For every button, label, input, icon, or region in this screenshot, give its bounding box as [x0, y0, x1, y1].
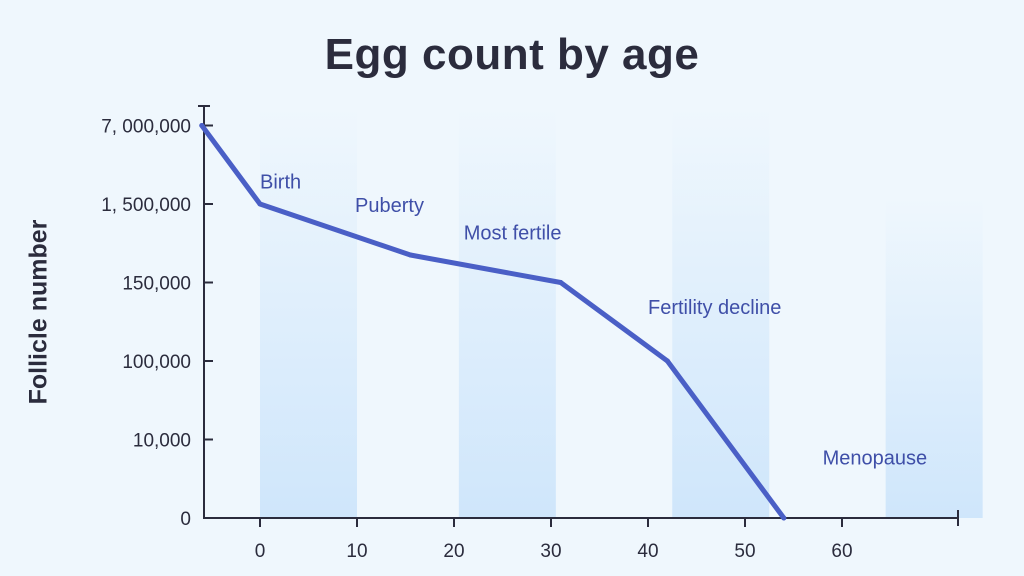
stage-label-most-fertile: Most fertile [464, 222, 562, 244]
stage-band-2 [458, 108, 556, 518]
y-tick-label: 1, 500,000 [101, 195, 191, 216]
x-tick-label: 10 [346, 541, 367, 562]
x-tick-label: 0 [255, 541, 266, 562]
stage-label-birth: Birth [260, 171, 301, 193]
y-tick-label: 0 [180, 509, 191, 530]
data-point [664, 358, 670, 364]
stage-label-fertility-decline: Fertility decline [648, 297, 781, 319]
y-tick-label: 10,000 [133, 431, 191, 452]
stage-label-menopause: Menopause [823, 448, 928, 470]
data-point [257, 201, 263, 207]
data-point [558, 280, 564, 285]
x-tick-label: 20 [443, 541, 464, 562]
y-tick-label: 150,000 [122, 274, 191, 295]
stage-band-0 [260, 108, 357, 518]
x-tick-label: 50 [734, 541, 755, 562]
x-tick-label: 60 [831, 541, 852, 562]
series-line-follicle-number [199, 123, 787, 521]
y-tick-label: 100,000 [122, 352, 191, 373]
x-tick-label: 30 [540, 541, 561, 562]
stage-label-puberty: Puberty [355, 195, 424, 217]
data-point [199, 123, 205, 128]
x-tick-label: 40 [637, 541, 658, 562]
y-tick-label: 7, 000,000 [101, 117, 191, 138]
data-point [407, 252, 413, 258]
stage-band-4 [885, 198, 983, 518]
chart-title: Egg count by age [324, 30, 700, 79]
stage-band-3 [672, 108, 770, 518]
data-point [781, 515, 787, 521]
